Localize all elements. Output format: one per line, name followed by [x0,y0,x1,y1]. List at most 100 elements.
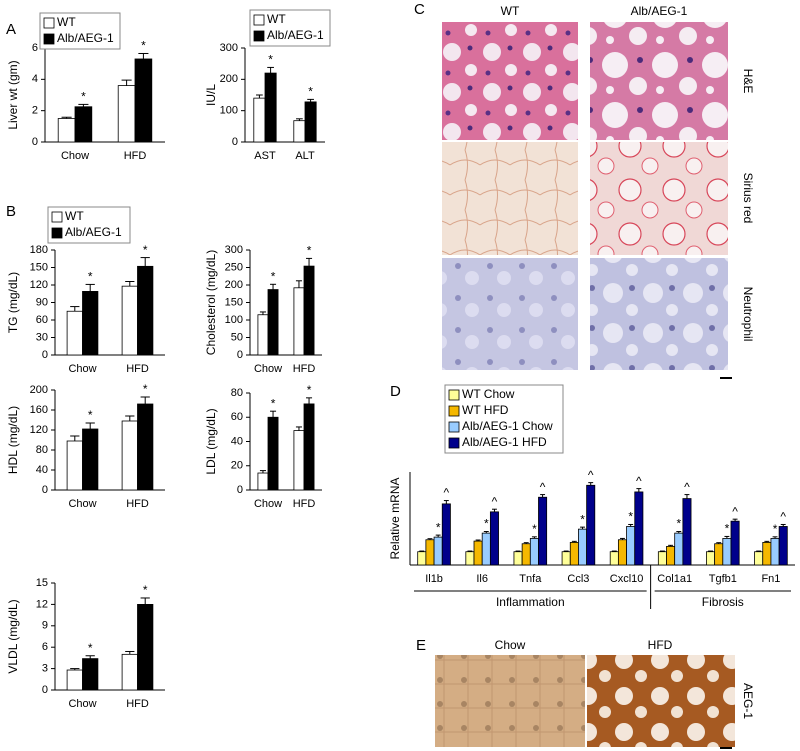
y-tick-label: 40 [231,435,243,447]
panel-label: B [6,203,16,220]
x-tick-label: ALT [295,150,315,162]
bar [293,287,305,356]
significance-mark: * [307,244,312,258]
legend-swatch [448,437,460,449]
significance-mark: * [484,517,489,531]
significance-mark: * [308,85,313,99]
x-tick-label: Il6 [476,573,488,585]
y-tick-label: 15 [36,577,48,589]
y-tick-label: 3 [42,663,48,675]
significance-mark: ^ [636,474,642,488]
significance-mark: * [143,382,148,396]
significance-mark: * [81,90,86,104]
significance-mark: ^ [444,486,450,500]
bar [57,118,76,143]
legend-label: Alb/AEG-1 HFD [462,435,547,449]
x-tick-label: HFD [293,498,316,510]
y-tick-label: 100 [225,314,243,326]
bar [762,542,772,566]
column-label: HFD [648,638,673,652]
y-axis-title: Liver wt (gm) [6,60,20,129]
x-tick-label: Tnfa [519,573,542,585]
bar [617,539,627,566]
y-axis-title: LDL (mg/dL) [204,408,218,474]
bar [626,526,636,566]
bar [489,511,499,566]
legend-swatch [253,14,265,26]
y-axis-title: TG (mg/dL) [6,272,20,333]
y-tick-label: 150 [30,261,48,273]
bar [267,416,279,491]
bar [253,97,266,143]
bar [257,472,269,491]
legend-swatch [43,17,55,29]
significance-mark: * [436,520,441,534]
image [442,258,578,370]
image [590,258,728,370]
y-tick-label: 40 [36,464,48,476]
bar [66,310,83,356]
bar [529,538,539,566]
legend-label: WT Chow [462,387,515,401]
bar [66,669,83,691]
bar [293,430,305,491]
y-tick-label: 0 [42,684,48,696]
significance-mark: * [141,39,146,53]
y-tick-label: 2 [32,105,38,117]
x-tick-label: Chow [68,498,96,510]
y-tick-label: 120 [30,424,48,436]
x-tick-label: Cxcl10 [610,573,644,585]
panel-label: D [390,383,401,400]
legend-label: Alb/AEG-1 [65,225,122,239]
y-tick-label: 20 [231,460,243,472]
legend-swatch [448,389,460,401]
y-tick-label: 180 [30,244,48,256]
y-axis-title: Relative mRNA [388,477,402,559]
significance-mark: ^ [780,510,786,524]
bar [730,520,740,566]
row-label: Neutrophil [741,287,755,342]
column-label: Alb/AEG-1 [631,4,688,18]
image [590,22,728,140]
y-tick-label: 0 [232,136,238,148]
x-tick-label: Il1b [425,573,443,585]
y-tick-label: 200 [225,279,243,291]
significance-mark: * [532,522,537,536]
bar [682,498,692,566]
y-tick-label: 80 [231,387,243,399]
image [587,655,735,747]
panel-label: E [416,637,426,654]
x-tick-label: Col1a1 [657,573,692,585]
x-tick-label: Chow [254,498,282,510]
significance-mark: ^ [732,504,738,518]
y-tick-label: 300 [225,244,243,256]
image [442,142,578,255]
bar [481,532,491,566]
significance-mark: * [143,243,148,257]
y-tick-label: 300 [220,42,238,54]
group-label: Inflammation [496,595,565,609]
significance-mark: * [773,522,778,536]
legend-swatch [51,227,63,239]
significance-mark: * [307,383,312,397]
x-tick-label: HFD [126,363,149,375]
group-label: Fibrosis [702,595,744,609]
row-label: H&E [741,69,755,94]
bar [473,540,483,566]
significance-mark: * [88,270,93,284]
bar [137,604,154,691]
significance-mark: * [271,396,276,410]
y-tick-label: 12 [36,598,48,610]
x-tick-label: HFD [124,150,147,162]
significance-mark: * [88,408,93,422]
panel-label: C [414,1,425,18]
y-tick-label: 30 [36,331,48,343]
bar [674,532,684,566]
column-label: WT [501,4,520,18]
significance-mark: * [580,512,585,526]
bar [293,120,306,143]
bar [609,551,619,566]
bar [121,285,138,356]
legend-label: Alb/AEG-1 [57,31,114,45]
bar [561,551,571,566]
